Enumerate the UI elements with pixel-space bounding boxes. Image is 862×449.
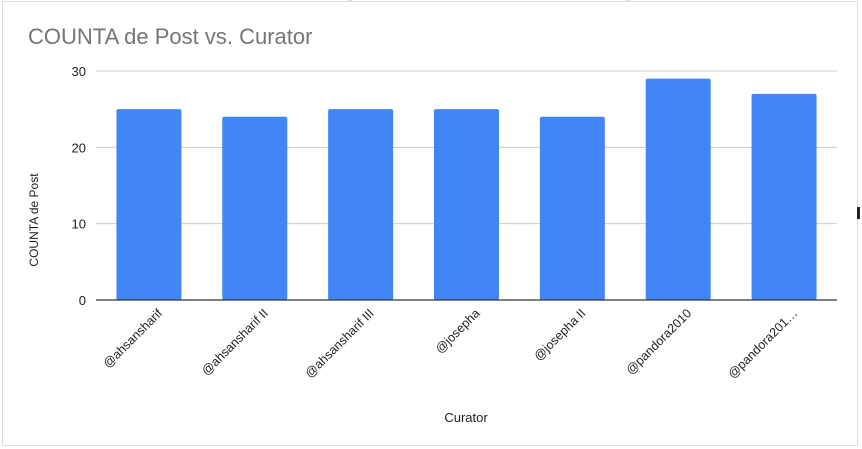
x-tick-label: @pandora201…	[725, 306, 800, 381]
bars	[116, 78, 817, 301]
bar[interactable]	[328, 109, 394, 301]
bar[interactable]	[434, 109, 499, 301]
sheet-cursor-mark	[857, 207, 860, 219]
x-tick-label: @ahsansharif III	[302, 306, 376, 380]
bar[interactable]	[645, 78, 711, 300]
x-tick-label: @ahsansharif	[100, 306, 165, 371]
y-tick-label: 0	[79, 293, 86, 308]
y-tick-label: 30	[72, 64, 86, 79]
chart-title: COUNTA de Post vs. Curator	[28, 24, 313, 49]
bar[interactable]	[116, 109, 182, 301]
x-tick-label: @ahsansharif II	[199, 306, 271, 378]
x-tick-label: @josepha II	[531, 306, 588, 363]
x-tick-label: @pandora2010	[623, 306, 694, 377]
y-axis-label: COUNTA de Post	[27, 173, 41, 267]
bar[interactable]	[751, 93, 817, 301]
bar[interactable]	[222, 116, 288, 300]
bar[interactable]	[539, 116, 605, 300]
y-tick-label: 20	[72, 140, 86, 155]
y-tick-label: 10	[72, 217, 86, 232]
x-axis-label: Curator	[444, 410, 488, 425]
x-tick-label: @josepha	[433, 306, 483, 356]
